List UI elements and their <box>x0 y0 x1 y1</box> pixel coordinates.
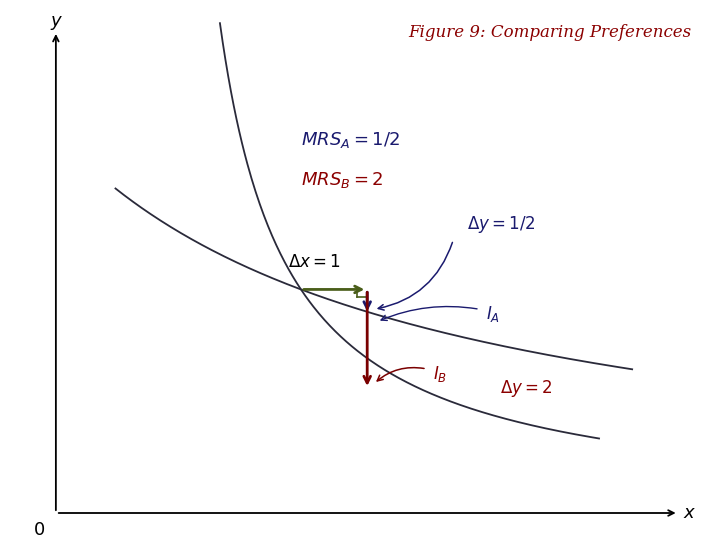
Text: y: y <box>50 12 61 30</box>
Text: 0: 0 <box>34 522 45 539</box>
Text: $MRS_B = 2$: $MRS_B = 2$ <box>301 170 384 190</box>
Text: Figure 9: Comparing Preferences: Figure 9: Comparing Preferences <box>409 24 692 40</box>
Text: x: x <box>683 504 694 522</box>
Text: $MRS_A = 1/2$: $MRS_A = 1/2$ <box>301 130 400 151</box>
Text: $I_B$: $I_B$ <box>433 364 448 384</box>
Text: $\Delta x = 1$: $\Delta x = 1$ <box>288 253 341 271</box>
Text: $I_A$: $I_A$ <box>487 304 500 325</box>
Text: $\Delta y = 1/2$: $\Delta y = 1/2$ <box>467 214 535 235</box>
Text: $\Delta y = 2$: $\Delta y = 2$ <box>500 379 552 399</box>
